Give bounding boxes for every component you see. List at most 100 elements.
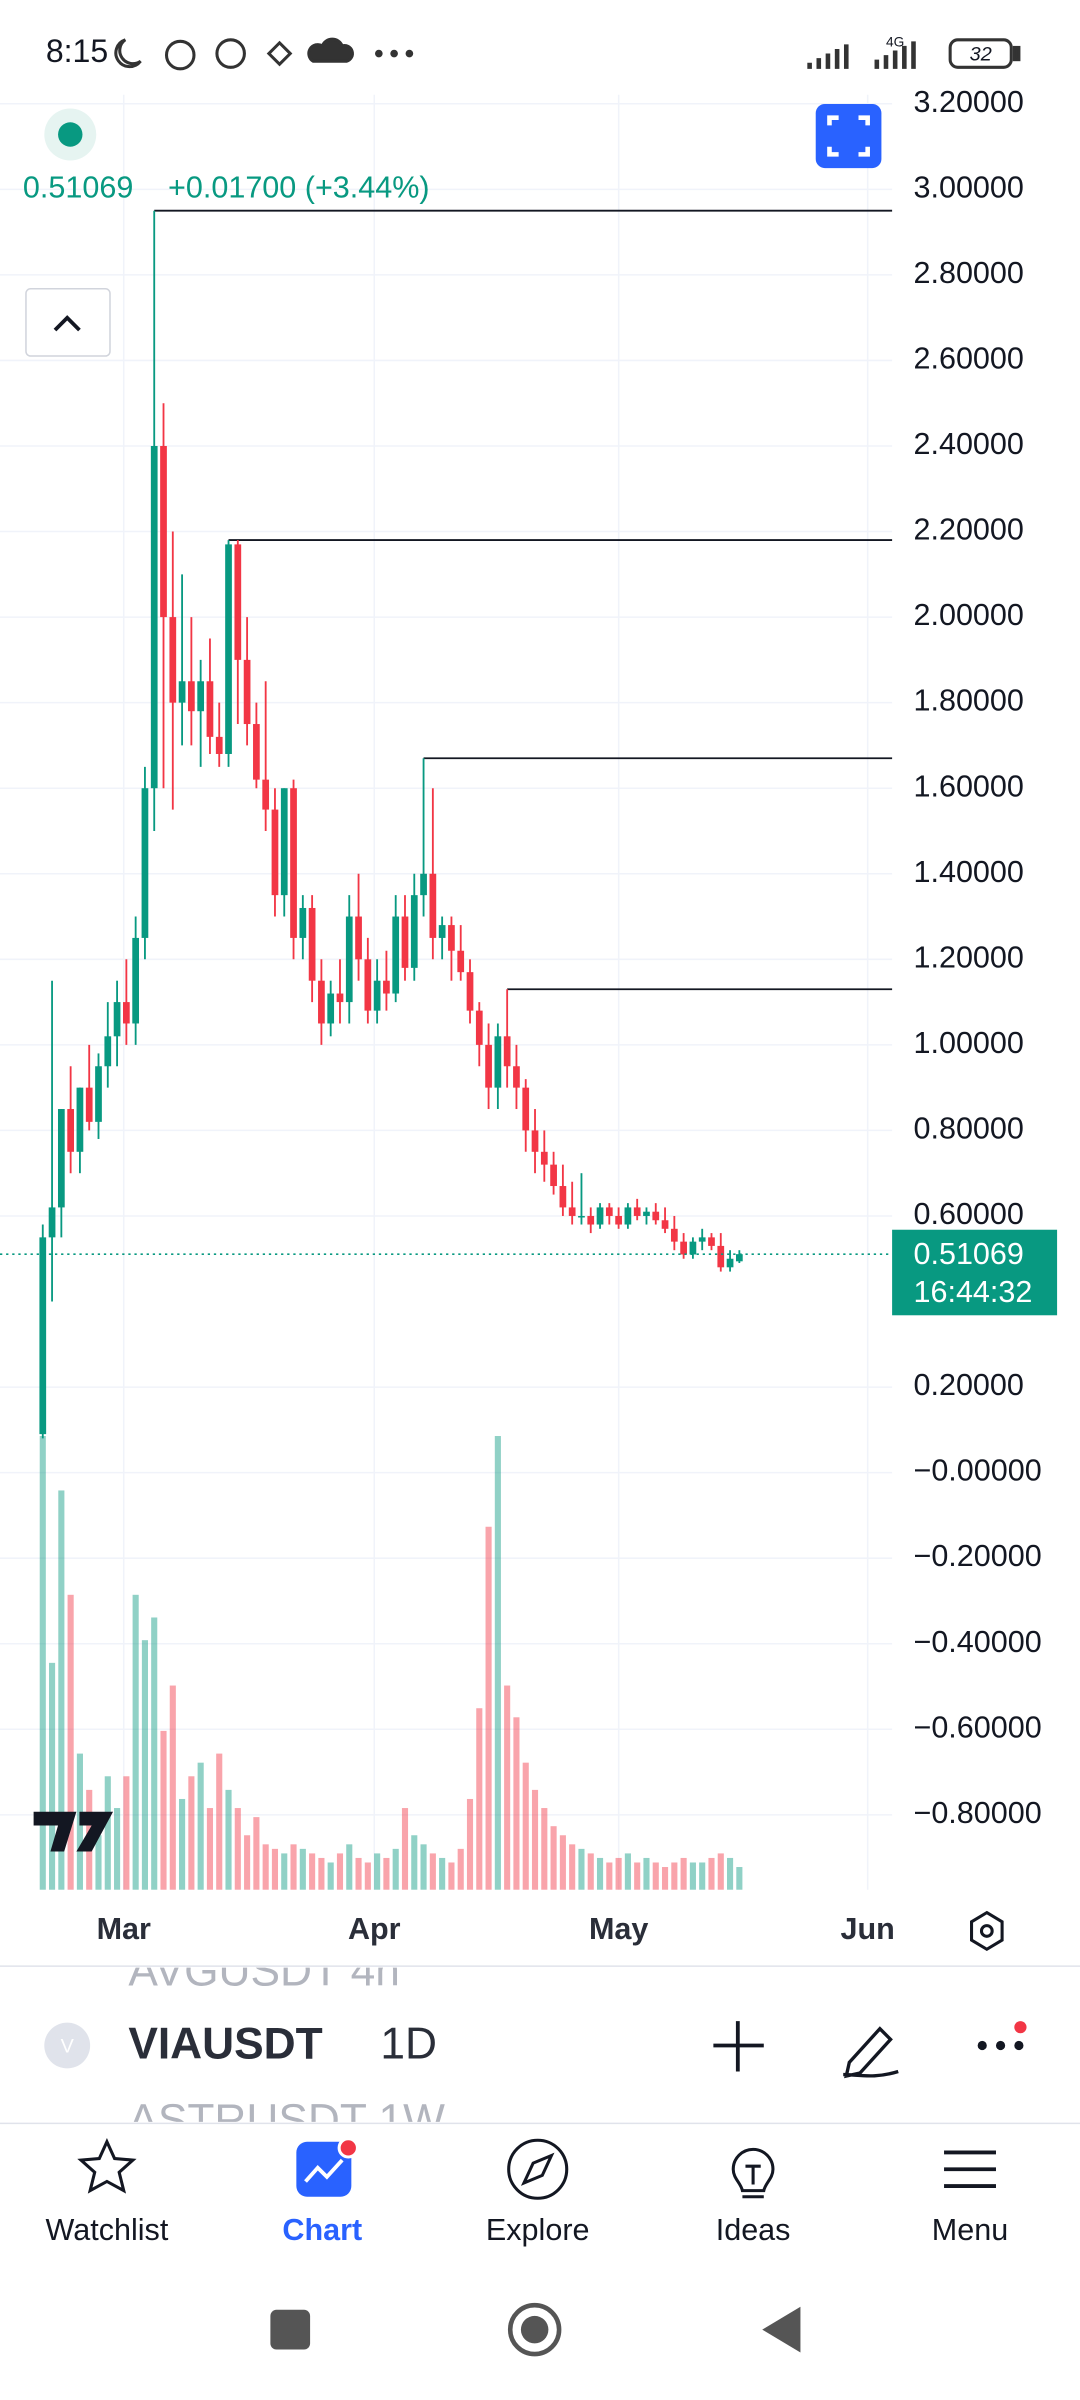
volume-bar: [587, 1853, 594, 1890]
nav-label[interactable]: Chart: [282, 2213, 362, 2247]
candle-body: [271, 809, 279, 896]
sys-home-ring[interactable]: [507, 2302, 562, 2357]
volume-bar: [634, 1862, 641, 1890]
volume-bar: [736, 1867, 743, 1890]
symbol[interactable]: VIAUSDT: [128, 2020, 322, 2069]
volume-bar: [522, 1762, 529, 1890]
add-button[interactable]: [713, 2021, 764, 2072]
chart-icon-line: [304, 2158, 344, 2183]
volume-bar: [197, 1762, 204, 1890]
candle-body: [503, 1036, 511, 1067]
nav-bar: Watchlist Chart Explore Ideas Menu: [46, 2213, 1009, 2247]
explore-icon: [507, 2138, 569, 2200]
candle-body: [596, 1207, 604, 1225]
status-time: 8:15: [46, 33, 108, 69]
volume-bar: [188, 1776, 195, 1890]
volume-bar: [216, 1753, 223, 1890]
menu-icon: [944, 2150, 996, 2188]
volume-bar: [448, 1862, 455, 1890]
y-tick-label: −0.60000: [913, 1710, 1041, 1744]
candle-body: [299, 907, 307, 938]
volume-bar: [494, 1436, 501, 1890]
live-dot: [58, 122, 83, 147]
y-tick-label: −0.80000: [913, 1796, 1041, 1830]
nav-label[interactable]: Explore: [486, 2213, 590, 2247]
volume-bar: [364, 1862, 371, 1890]
ideas-icon: [731, 2147, 775, 2199]
candle-body: [39, 1237, 47, 1435]
volume-bar: [689, 1862, 696, 1890]
candle-body: [633, 1207, 641, 1216]
prev-symbol: AVGUSDT 4h: [128, 1946, 400, 1995]
volume-bar: [95, 1835, 102, 1890]
candle-body: [383, 980, 390, 994]
volume-bar: [179, 1798, 186, 1890]
x-tick-label: May: [589, 1912, 648, 1946]
volume-bar: [531, 1789, 539, 1890]
volume-bar: [374, 1853, 381, 1890]
volume-bar: [513, 1717, 520, 1890]
x-tick-label: Apr: [348, 1912, 401, 1946]
volume-bar: [281, 1853, 288, 1890]
candle-body: [531, 1130, 539, 1152]
volume-bar: [114, 1808, 121, 1890]
next-symbol: ASTRUSDT 1W: [128, 2096, 445, 2145]
candle-body: [652, 1211, 660, 1221]
volume-bar: [244, 1835, 251, 1890]
candle-body: [336, 993, 344, 1003]
volume-bar: [439, 1857, 446, 1890]
volume-bar: [652, 1862, 659, 1890]
volume-bar: [708, 1857, 715, 1890]
volume-bar: [476, 1708, 483, 1890]
plot: [0, 209, 893, 1890]
nav-label[interactable]: Watchlist: [46, 2213, 169, 2247]
volume-bar: [253, 1817, 260, 1890]
candle-body: [113, 1002, 121, 1037]
volume-bar: [141, 1640, 148, 1890]
candle-body: [578, 1215, 585, 1218]
nav-label[interactable]: Ideas: [716, 2213, 791, 2247]
collapse-button[interactable]: [25, 288, 111, 357]
volume-bar: [225, 1789, 232, 1890]
candle-body: [253, 724, 260, 780]
sys-recent[interactable]: [270, 2309, 311, 2350]
x-tick-label: Jun: [841, 1912, 895, 1946]
candle-body: [680, 1241, 687, 1255]
volume-bar: [615, 1857, 622, 1890]
candle-body: [197, 681, 205, 712]
candle-body: [160, 445, 167, 618]
candle-body: [735, 1254, 743, 1262]
symbol-bar: AVGUSDT 4h ASTRUSDT 1W: [128, 1946, 445, 2145]
candle-body: [206, 681, 214, 737]
volume-bar: [49, 1662, 56, 1890]
candle-body: [708, 1237, 715, 1246]
candle-body: [559, 1186, 567, 1208]
candle-body: [726, 1258, 734, 1268]
candle-body: [225, 544, 232, 754]
fullscreen-button[interactable]: [815, 103, 882, 169]
volume-bar: [336, 1853, 344, 1890]
draw-button[interactable]: [843, 2026, 899, 2079]
candle-body: [141, 788, 149, 938]
volume-bar: [569, 1844, 576, 1890]
volume-bar: [699, 1862, 706, 1890]
candle-body: [355, 916, 362, 960]
tv-logo: [33, 1811, 114, 1852]
nav-label[interactable]: Menu: [932, 2213, 1008, 2247]
volume-bar: [309, 1853, 316, 1890]
header-change: +0.01700 (+3.44%): [168, 171, 430, 205]
volume-bar: [271, 1848, 279, 1890]
candle-body: [587, 1215, 595, 1225]
candle-body: [717, 1245, 725, 1268]
settings-icon[interactable]: [970, 1910, 1004, 1952]
candle-body: [243, 659, 251, 725]
volume-bar: [541, 1808, 548, 1890]
y-tick-label: −0.40000: [913, 1625, 1041, 1659]
y-tick-label: 2.20000: [913, 513, 1023, 547]
sys-back[interactable]: [762, 2306, 801, 2353]
volume-bar: [290, 1844, 297, 1890]
candle-body: [188, 681, 195, 712]
volume-bar: [346, 1844, 353, 1890]
more-button[interactable]: [977, 2021, 1027, 2051]
interval[interactable]: 1D: [380, 2020, 437, 2069]
